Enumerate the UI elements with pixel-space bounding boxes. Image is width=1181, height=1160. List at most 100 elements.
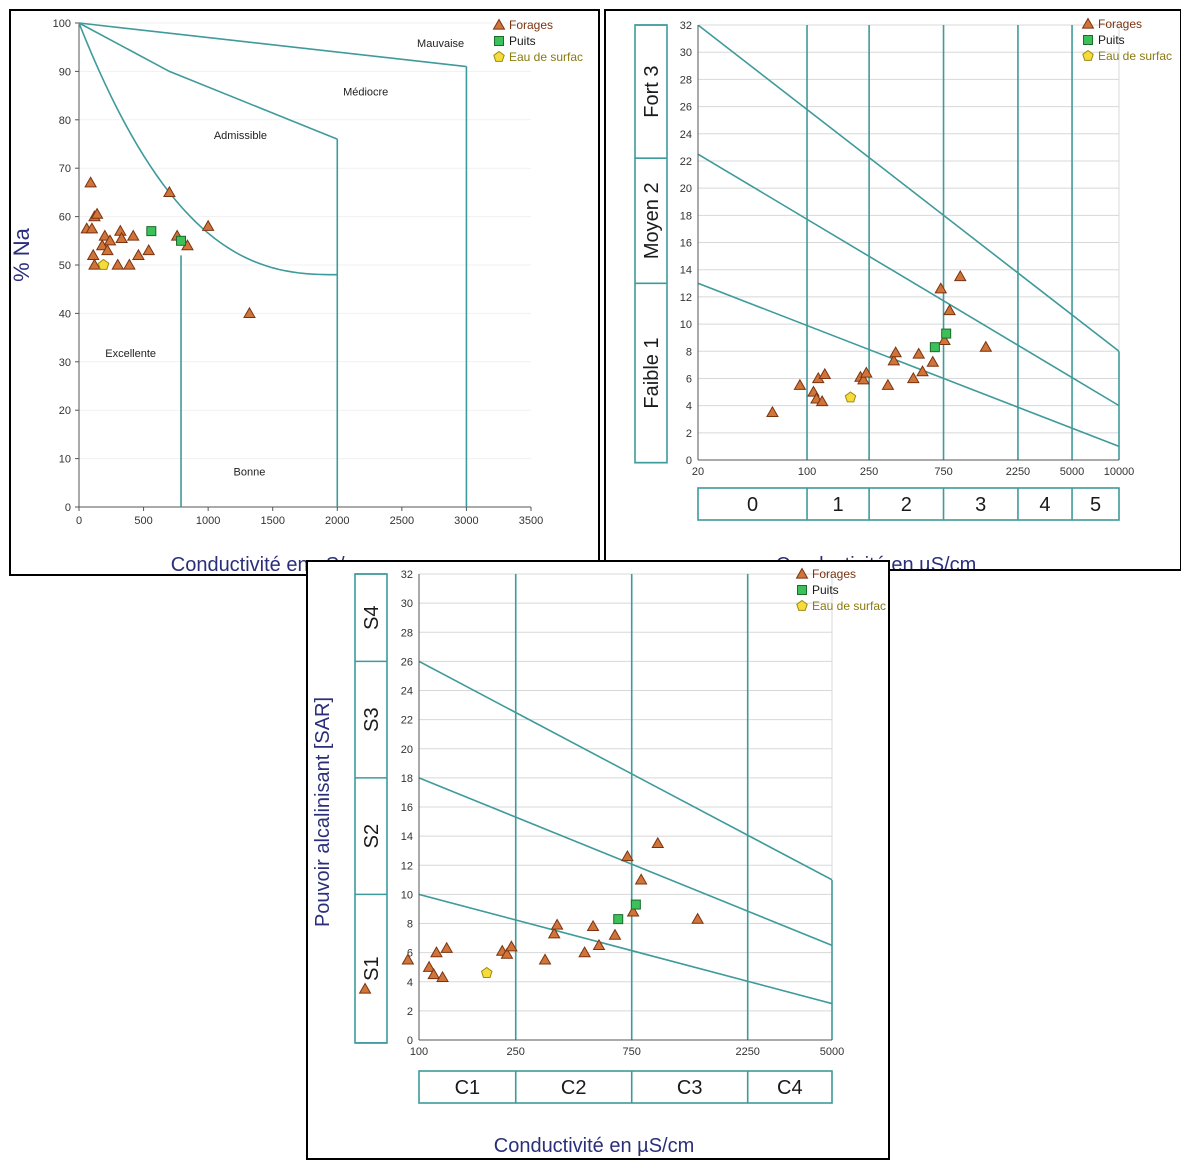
x-tick-label: 3000: [454, 515, 478, 527]
data-point: [934, 282, 948, 294]
data-point: [859, 366, 873, 378]
wilcox-chart-panel: 0 10 20 30 40 50 60 70 80 90 100 0 500 1000 1500 2000 25…: [9, 9, 600, 576]
y-tick-label: 90: [59, 66, 71, 78]
data-point: [793, 378, 807, 390]
y-tick-label: 16: [680, 238, 692, 250]
data-point: [857, 373, 870, 385]
sodium-class-label: S3: [361, 707, 383, 731]
y-tick-label: 6: [686, 373, 692, 385]
data-point: [97, 258, 110, 270]
data-point: [115, 231, 128, 244]
y-tick-label: 20: [401, 744, 413, 756]
x-tick-label: 5000: [820, 1046, 844, 1058]
legend-label: Puits: [509, 34, 536, 48]
y-tick-label: 10: [59, 454, 71, 466]
riverside-chart-panel-1: 0 2 4 6 8 10 12 14 16 18 20 22 24 26 28 30 32 20 100 250 750…: [604, 9, 1181, 571]
y-axis-title: % Na: [11, 227, 34, 282]
legend-label: Eau de surfac: [812, 599, 886, 613]
data-point: [422, 960, 436, 972]
y-tick-label: 28: [401, 627, 413, 639]
zone-label-excellente: Excellente: [105, 348, 156, 360]
y-tick-label: 100: [53, 18, 71, 30]
legend-marker: [797, 585, 807, 595]
data-point: [538, 953, 552, 965]
y-tick-label: 2: [686, 428, 692, 440]
y-tick-label: 22: [401, 715, 413, 727]
y-tick-label: 20: [680, 183, 692, 195]
y-tick-label: 18: [680, 210, 692, 222]
salinity-class-label: 0: [747, 494, 758, 516]
data-point: [766, 405, 779, 418]
legend-label: Forages: [1098, 17, 1142, 31]
data-point: [929, 342, 940, 353]
y-tick-label: 0: [686, 455, 692, 467]
legend-label: Forages: [509, 18, 553, 32]
data-point: [634, 873, 648, 885]
legend-marker: [492, 18, 506, 30]
x-tick-label: 750: [623, 1046, 641, 1058]
y-tick-label: 40: [59, 308, 71, 320]
sodium-boundary: [698, 25, 1119, 352]
y-tick-label: 6: [407, 948, 413, 960]
y-tick-label: 14: [401, 831, 413, 843]
salinity-class-label: 4: [1039, 494, 1050, 516]
y-tick-label: 28: [680, 74, 692, 86]
x-tick-label: 2000: [325, 515, 349, 527]
y-tick-label: 12: [401, 860, 413, 872]
data-point: [113, 224, 127, 236]
zone-label-bonne: Bonne: [234, 467, 266, 479]
data-point: [613, 914, 624, 925]
y-tick-label: 12: [680, 292, 692, 304]
data-point: [427, 967, 441, 980]
sodium-class-label: Faible 1: [641, 337, 663, 408]
data-point: [906, 371, 920, 384]
data-point: [142, 243, 156, 256]
x-axis-title: Conductivité en µS/cm: [494, 1135, 695, 1157]
data-point: [500, 947, 514, 959]
data-point: [979, 340, 993, 352]
data-point: [578, 946, 591, 958]
legend-label: Eau de surfac: [509, 50, 583, 64]
salinity-class-label: C1: [455, 1077, 481, 1099]
y-tick-label: 70: [59, 163, 71, 175]
data-point: [126, 229, 140, 241]
y-tick-label: 32: [680, 20, 692, 32]
data-point: [430, 946, 443, 958]
y-tick-label: 4: [407, 977, 413, 989]
x-tick-label: 2250: [1006, 466, 1030, 478]
x-tick-label: 3500: [519, 515, 543, 527]
salinity-class-label: C3: [677, 1077, 703, 1099]
data-point: [84, 176, 97, 188]
data-point: [86, 248, 100, 260]
x-tick-label: 1000: [196, 515, 220, 527]
data-point: [889, 346, 903, 358]
legend-marker: [494, 36, 504, 46]
salinity-class-label: 2: [901, 494, 912, 516]
sodium-class-label: Fort 3: [641, 65, 663, 117]
data-point: [691, 912, 704, 924]
data-point: [85, 222, 99, 234]
legend-label: Eau de surfac: [1098, 49, 1172, 63]
x-tick-label: 2500: [390, 515, 414, 527]
data-point: [550, 918, 564, 930]
y-tick-label: 10: [680, 319, 692, 331]
sodium-class-label: S1: [361, 956, 383, 980]
y-tick-label: 24: [401, 686, 413, 698]
legend-marker: [795, 567, 809, 579]
sodium-class-label: S2: [361, 824, 383, 848]
data-point: [123, 258, 136, 270]
zone-label-admissible: Admissible: [214, 130, 267, 142]
data-point: [586, 919, 600, 932]
boundary-mauvaise: [78, 22, 467, 68]
data-point: [941, 328, 952, 339]
legend-marker: [796, 599, 808, 611]
y-tick-label: 8: [407, 919, 413, 931]
data-point: [608, 928, 622, 940]
y-tick-label: 14: [680, 265, 692, 277]
data-point: [98, 229, 112, 241]
sodium-class-label: S4: [361, 605, 383, 629]
y-tick-label: 2: [407, 1006, 413, 1018]
